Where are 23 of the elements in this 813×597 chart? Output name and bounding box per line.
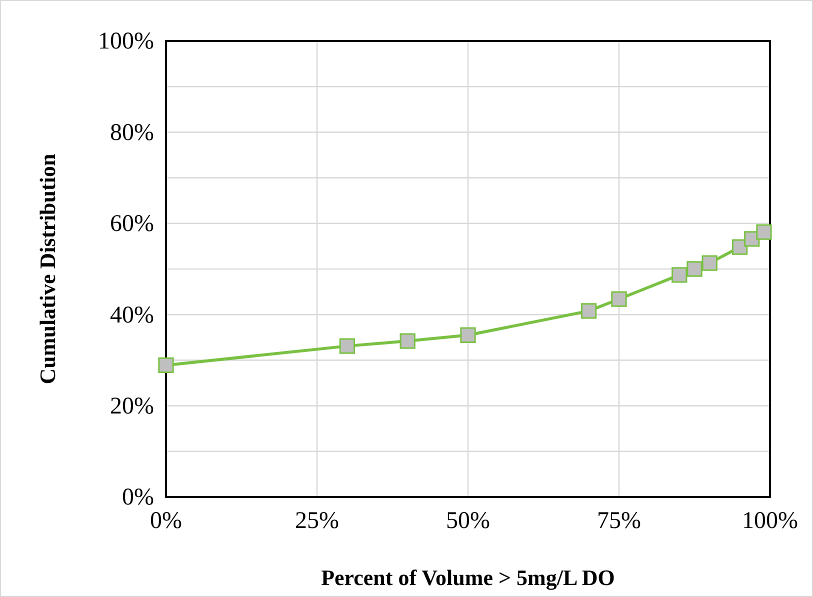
point xyxy=(400,333,416,349)
point xyxy=(158,357,174,374)
point xyxy=(460,327,476,343)
x-tick-label: 75% xyxy=(597,508,641,534)
x-tick-label: 25% xyxy=(295,508,339,534)
point xyxy=(580,303,597,319)
point xyxy=(756,224,772,240)
x-tick-label: 100% xyxy=(742,508,798,534)
y-tick-label: 20% xyxy=(110,393,154,420)
point xyxy=(702,255,718,271)
y-tick-label: 60% xyxy=(110,211,154,238)
y-tick-label: 100% xyxy=(98,28,154,55)
x-axis-title: Percent of Volume > 5mg/L DO xyxy=(321,565,615,590)
x-tick-label: 50% xyxy=(446,508,490,534)
point xyxy=(686,261,702,277)
point xyxy=(672,267,688,283)
x-tick-label: 0% xyxy=(150,508,182,534)
point xyxy=(339,338,356,354)
y-axis-title: Cumulative Distribution xyxy=(35,154,60,384)
point xyxy=(611,291,627,307)
y-tick-label: 80% xyxy=(110,120,154,146)
y-tick-label: 40% xyxy=(110,302,154,328)
y-tick-label: 0% xyxy=(122,484,154,511)
